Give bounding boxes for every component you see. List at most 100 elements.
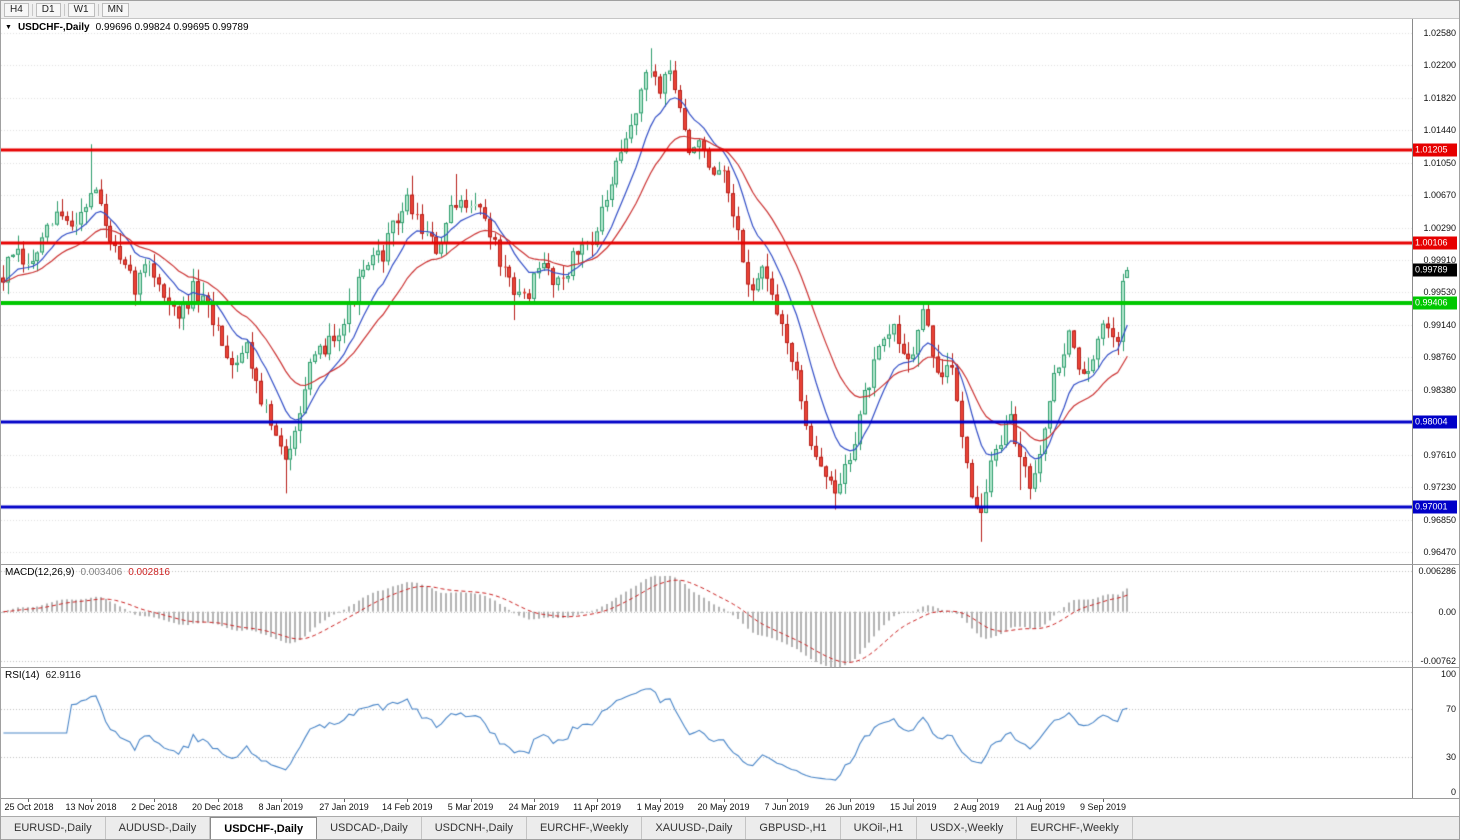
time-axis-tick xyxy=(407,799,408,802)
date-label: 25 Oct 2018 xyxy=(4,802,54,812)
time-axis-tick xyxy=(28,799,29,802)
macd-signal-value: 0.002816 xyxy=(128,567,170,578)
price-tick: 1.00290 xyxy=(1423,222,1456,233)
chart-symbol-label: USDCHF-,Daily xyxy=(17,22,90,33)
toolbar-separator xyxy=(97,3,99,16)
time-axis-tick xyxy=(281,799,282,802)
date-label: 11 Apr 2019 xyxy=(573,802,621,812)
rsi-value: 62.9116 xyxy=(45,670,81,681)
time-axis-tick xyxy=(91,799,92,802)
timeframe-button-d1[interactable]: D1 xyxy=(35,2,61,17)
level-price-badge: 0.98004 xyxy=(1413,415,1457,429)
price-tick: 0.99140 xyxy=(1423,320,1456,331)
rsi-plot[interactable]: RSI(14) 62.9116 xyxy=(1,668,1412,798)
price-tick: 0.96850 xyxy=(1423,514,1456,525)
chart-tab-usdx-weekly[interactable]: USDX-,Weekly xyxy=(917,817,1018,839)
date-label: 9 Sep 2019 xyxy=(1080,802,1127,812)
price-axis[interactable]: 1.02580 1.02200 1.01820 1.01440 1.01050 1.006… xyxy=(1412,19,1459,564)
chart-tab-xauusd-daily[interactable]: XAUUSD-,Daily xyxy=(642,817,747,839)
time-axis-tick xyxy=(1040,799,1041,802)
level-price-badge: 1.01205 xyxy=(1413,143,1457,157)
date-label: 15 Jul 2019 xyxy=(890,802,937,812)
date-label: 27 Jan 2019 xyxy=(319,802,369,812)
price-tick: 1.01820 xyxy=(1423,92,1456,103)
chart-tab-usdcnh-daily[interactable]: USDCNH-,Daily xyxy=(421,817,527,839)
date-label: 26 Jun 2019 xyxy=(825,802,875,812)
date-label: 8 Jan 2019 xyxy=(258,802,304,812)
time-axis-tick xyxy=(218,799,219,802)
chart-window: ▼ USDCHF-,Daily 0.99696 0.99824 0.99695 … xyxy=(1,19,1459,816)
timeframe-button-mn[interactable]: MN xyxy=(101,2,130,17)
date-label: 24 Mar 2019 xyxy=(508,802,560,812)
panel-separator[interactable] xyxy=(1,667,1459,668)
price-tick: 0.96470 xyxy=(1423,547,1456,557)
date-label: 1 May 2019 xyxy=(636,802,684,812)
rsi-axis[interactable]: 100 70 30 0 xyxy=(1412,668,1459,798)
date-label: 2 Aug 2019 xyxy=(953,802,1000,812)
macd-tick: 0.00 xyxy=(1438,606,1456,617)
panel-separator[interactable] xyxy=(1,564,1459,565)
price-plot[interactable]: ▼ USDCHF-,Daily 0.99696 0.99824 0.99695 … xyxy=(1,19,1412,564)
macd-canvas[interactable] xyxy=(1,565,1412,667)
macd-plot[interactable]: MACD(12,26,9) 0.003406 0.002816 xyxy=(1,565,1412,667)
rsi-name: RSI(14) xyxy=(5,670,40,681)
price-tick: 1.00670 xyxy=(1423,190,1456,201)
date-label: 7 Jun 2019 xyxy=(764,802,810,812)
price-tick: 0.97230 xyxy=(1423,482,1456,493)
macd-name: MACD(12,26,9) xyxy=(5,567,75,578)
toolbar-separator xyxy=(31,3,33,16)
price-tick: 1.01050 xyxy=(1423,157,1456,168)
macd-main-value: 0.003406 xyxy=(80,567,123,578)
price-tick: 0.98380 xyxy=(1423,384,1456,395)
date-label: 2 Dec 2018 xyxy=(131,802,178,812)
macd-label: MACD(12,26,9) 0.003406 0.002816 xyxy=(5,567,170,578)
rsi-canvas[interactable] xyxy=(1,668,1412,798)
price-tick: 1.02580 xyxy=(1423,28,1456,38)
price-tick: 1.01440 xyxy=(1423,124,1456,135)
level-price-badge: 0.99406 xyxy=(1413,296,1457,310)
time-axis[interactable]: 25 Oct 2018 13 Nov 2018 2 Dec 2018 20 Dec 2… xyxy=(1,798,1459,816)
chart-tab-usdcad-daily[interactable]: USDCAD-,Daily xyxy=(317,817,422,839)
macd-panel: MACD(12,26,9) 0.003406 0.002816 0.006286… xyxy=(1,565,1459,667)
rsi-tick: 0 xyxy=(1450,787,1456,797)
chart-tab-eurchf-weekly[interactable]: EURCHF-,Weekly xyxy=(526,817,643,839)
timeframe-button-w1[interactable]: W1 xyxy=(67,2,95,17)
chart-tab-audusd-daily[interactable]: AUDUSD-,Daily xyxy=(105,817,211,839)
macd-tick: 0.006286 xyxy=(1418,566,1456,576)
chart-tab-eurchf-weekly[interactable]: EURCHF-,Weekly xyxy=(1017,817,1133,839)
chart-tab-ukoil-h1[interactable]: UKOil-,H1 xyxy=(840,817,918,839)
level-price-badge: 1.00106 xyxy=(1413,236,1457,250)
rsi-panel: RSI(14) 62.9116 100 70 30 0 xyxy=(1,668,1459,798)
date-label: 21 Aug 2019 xyxy=(1014,802,1066,812)
time-axis-tick xyxy=(344,799,345,802)
time-axis-tick xyxy=(977,799,978,802)
time-axis-tick xyxy=(471,799,472,802)
rsi-label: RSI(14) 62.9116 xyxy=(5,670,81,681)
time-axis-tick xyxy=(660,799,661,802)
time-axis-tick xyxy=(724,799,725,802)
date-label: 14 Feb 2019 xyxy=(381,802,433,812)
symbol-dropdown-icon[interactable]: ▼ xyxy=(5,24,12,31)
chart-tab-usdchf-daily[interactable]: USDCHF-,Daily xyxy=(210,817,318,839)
price-tick: 0.99530 xyxy=(1423,287,1456,298)
time-axis-tick xyxy=(154,799,155,802)
price-canvas[interactable] xyxy=(1,19,1412,564)
chart-title: ▼ USDCHF-,Daily 0.99696 0.99824 0.99695 … xyxy=(5,22,249,33)
price-tick: 0.99910 xyxy=(1423,254,1456,265)
timeframe-toolbar: H4 D1 W1 MN xyxy=(1,1,1459,19)
price-tick: 1.02200 xyxy=(1423,60,1456,71)
timeframe-button-h4[interactable]: H4 xyxy=(4,2,29,17)
macd-tick: -0.00762 xyxy=(1420,656,1456,666)
time-axis-tick xyxy=(534,799,535,802)
date-label: 5 Mar 2019 xyxy=(447,802,494,812)
date-label: 13 Nov 2018 xyxy=(65,802,117,812)
rsi-tick: 70 xyxy=(1445,704,1456,715)
chart-tab-gbpusd-h1[interactable]: GBPUSD-,H1 xyxy=(746,817,841,839)
macd-axis[interactable]: 0.006286 0.00 -0.00762 xyxy=(1412,565,1459,667)
time-axis-tick xyxy=(913,799,914,802)
chart-tab-eurusd-daily[interactable]: EURUSD-,Daily xyxy=(1,817,106,839)
time-axis-tick xyxy=(1103,799,1104,802)
price-tick: 0.97610 xyxy=(1423,450,1456,461)
time-axis-tick xyxy=(787,799,788,802)
